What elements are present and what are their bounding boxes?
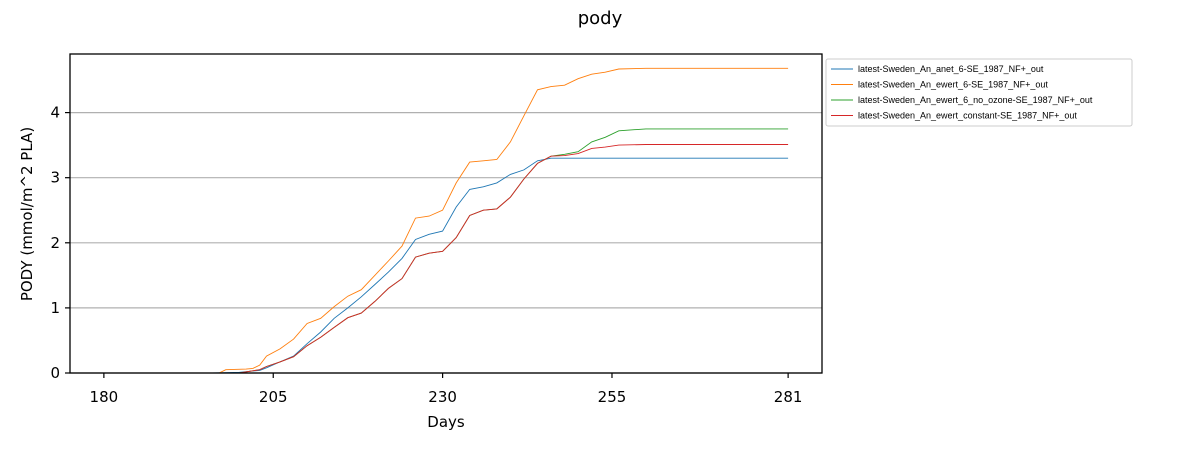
chart-title: pody (578, 8, 623, 29)
series-line-1 (103, 157, 789, 374)
legend: latest-Sweden_An_anet_6-SE_1987_NF+_outl… (825, 58, 1133, 127)
series-line-4 (103, 144, 789, 374)
series-line-3 (103, 128, 789, 374)
y-tick-label: 1 (50, 299, 60, 317)
x-axis-label: Days (427, 413, 465, 431)
y-axis: 0 1 2 3 4 (50, 104, 70, 382)
x-tick-label: 180 (90, 388, 119, 406)
y-tick-label: 4 (50, 104, 60, 122)
legend-label: latest-Sweden_An_ewert_6-SE_1987_NF+_out (858, 80, 1048, 90)
legend-box (825, 58, 1133, 127)
legend-label: latest-Sweden_An_anet_6-SE_1987_NF+_out (858, 64, 1044, 74)
plot-frame (69, 53, 823, 374)
series-lines (103, 67, 789, 374)
x-tick-label: 255 (598, 388, 627, 406)
x-tick-label: 281 (774, 388, 803, 406)
y-tick-label: 0 (50, 364, 60, 382)
x-tick-label: 205 (259, 388, 288, 406)
x-axis: 180 205 230 255 281 (90, 373, 803, 406)
y-axis-label: PODY (mmol/m^2 PLA) (18, 127, 36, 301)
legend-label: latest-Sweden_An_ewert_6_no_ozone-SE_198… (858, 95, 1093, 105)
y-tick-label: 3 (50, 169, 60, 187)
series-line-2 (103, 67, 789, 374)
x-tick-label: 230 (428, 388, 457, 406)
legend-label: latest-Sweden_An_ewert_constant-SE_1987_… (858, 111, 1077, 121)
grid-lines (70, 111, 822, 374)
y-tick-label: 2 (50, 234, 60, 252)
